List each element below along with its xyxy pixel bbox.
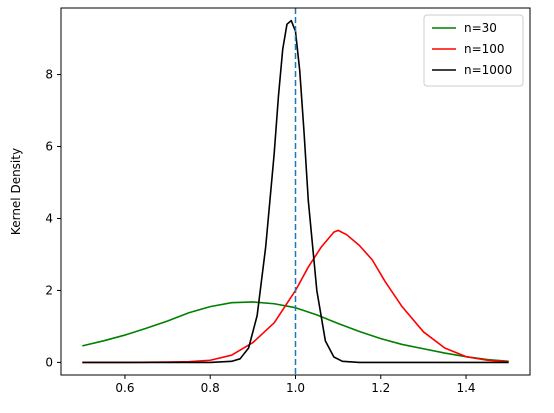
y-tick-label: 0 [45, 355, 53, 369]
legend-label: n=100 [464, 42, 505, 56]
y-tick-label: 8 [45, 68, 53, 82]
x-tick-label: 1.0 [286, 381, 305, 395]
plot-lines [82, 8, 509, 375]
legend: n=30 n=100 n=1000 [423, 14, 524, 87]
y-axis-ticks: 0 2 4 6 8 [45, 68, 61, 369]
y-tick-label: 4 [45, 211, 53, 225]
x-tick-label: 0.6 [115, 381, 134, 395]
series-line-n-100 [82, 229, 509, 364]
x-tick-label: 1.2 [371, 381, 390, 395]
x-axis-ticks: 0.6 0.8 1.0 1.2 1.4 [115, 375, 476, 395]
y-tick-label: 2 [45, 283, 53, 297]
y-axis-label: Kernel Density [9, 148, 23, 235]
legend-label: n=30 [464, 21, 497, 35]
legend-box [423, 14, 524, 87]
series-line-n-1000 [82, 19, 509, 364]
y-tick-label: 6 [45, 140, 53, 154]
x-tick-label: 0.8 [201, 381, 220, 395]
x-tick-label: 1.4 [456, 381, 475, 395]
legend-label: n=1000 [464, 63, 512, 77]
